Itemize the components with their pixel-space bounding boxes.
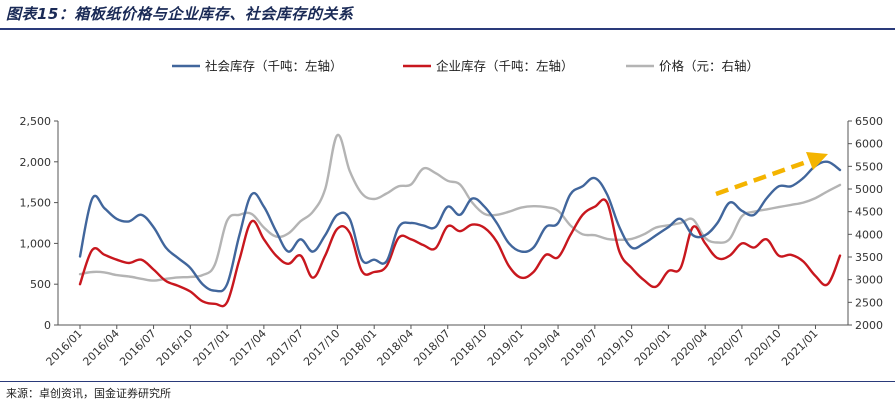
- y-left-tick-label: 1,500: [20, 197, 52, 210]
- y-left-tick-label: 2,500: [20, 115, 52, 128]
- chart-axes: 0 500 1,000 1,500 2,000 2,500 2000 2500 3000 3500…: [20, 115, 884, 368]
- x-tick-label: 2021/01: [779, 327, 821, 369]
- arrow-shaft: [715, 157, 813, 197]
- x-tick-label: 2016/10: [154, 327, 196, 369]
- y-right-tick-label: 3000: [855, 274, 883, 287]
- source-note: 来源：卓创资讯，国金证券研究所: [6, 387, 171, 400]
- y-right-tick-label: 6500: [855, 115, 883, 128]
- legend-label: 价格（元：右轴）: [659, 59, 759, 74]
- legend-label: 企业库存（千吨：左轴）: [436, 59, 574, 74]
- legend: 社会库存（千吨：左轴） 企业库存（千吨：左轴） 价格（元：右轴）: [172, 59, 759, 74]
- x-tick-label: 2017/01: [191, 327, 233, 369]
- bottom-rule: [0, 381, 895, 382]
- title-rule: [0, 28, 895, 30]
- x-tick-label: 2019/07: [558, 327, 600, 369]
- y-left-tick-label: 0: [44, 319, 51, 332]
- x-tick-label: 2020/07: [706, 327, 748, 369]
- x-tick-label: 2019/04: [522, 327, 564, 369]
- arrow-head: [806, 152, 828, 170]
- x-tick-label: 2018/07: [411, 327, 453, 369]
- x-tick-label: 2020/01: [632, 327, 674, 369]
- y-right-tick-label: 5500: [855, 160, 883, 173]
- chart: 社会库存（千吨：左轴） 企业库存（千吨：左轴） 价格（元：右轴） 0 500 1,000…: [20, 59, 884, 369]
- legend-item-price: 价格（元：右轴）: [626, 59, 759, 74]
- x-tick-label: 2020/04: [669, 327, 711, 369]
- x-tick-label: 2017/10: [301, 327, 343, 369]
- price-line: [78, 133, 842, 282]
- enterprise-inventory-line: [78, 198, 842, 308]
- trend-arrow: [715, 152, 828, 197]
- x-tick-label: 2016/04: [80, 327, 122, 369]
- x-tick-label: 2016/01: [44, 327, 86, 369]
- x-tick-label: 2018/01: [338, 327, 380, 369]
- legend-label: 社会库存（千吨：左轴）: [205, 59, 343, 74]
- x-tick-label: 2016/07: [117, 327, 159, 369]
- x-tick-label: 2017/07: [264, 327, 306, 369]
- y-right-tick-label: 6000: [855, 138, 883, 151]
- x-tick-label: 2019/10: [595, 327, 637, 369]
- legend-item-enterprise: 企业库存（千吨：左轴）: [403, 59, 574, 74]
- x-tick-label: 2017/04: [227, 327, 269, 369]
- y-right-tick-label: 2500: [855, 296, 883, 309]
- y-left-tick-label: 2,000: [20, 156, 52, 169]
- x-tick-label: 2019/01: [485, 327, 527, 369]
- chart-lines: [78, 133, 842, 308]
- y-right-tick-label: 4500: [855, 206, 883, 219]
- y-right-tick-label: 4000: [855, 228, 883, 241]
- y-left-tick-label: 500: [30, 278, 51, 291]
- y-left-tick-label: 1,000: [20, 237, 52, 250]
- x-tick-label: 2018/10: [448, 327, 490, 369]
- legend-item-social: 社会库存（千吨：左轴）: [172, 59, 343, 74]
- y-right-tick-label: 3500: [855, 251, 883, 264]
- x-tick-label: 2018/04: [375, 327, 417, 369]
- y-right-tick-label: 5000: [855, 183, 883, 196]
- y-right-tick-label: 2000: [855, 319, 883, 332]
- social-inventory-line: [78, 160, 842, 293]
- figure-title: 图表15：箱板纸价格与企业库存、社会库存的关系: [6, 5, 354, 23]
- x-tick-label: 2020/10: [742, 327, 784, 369]
